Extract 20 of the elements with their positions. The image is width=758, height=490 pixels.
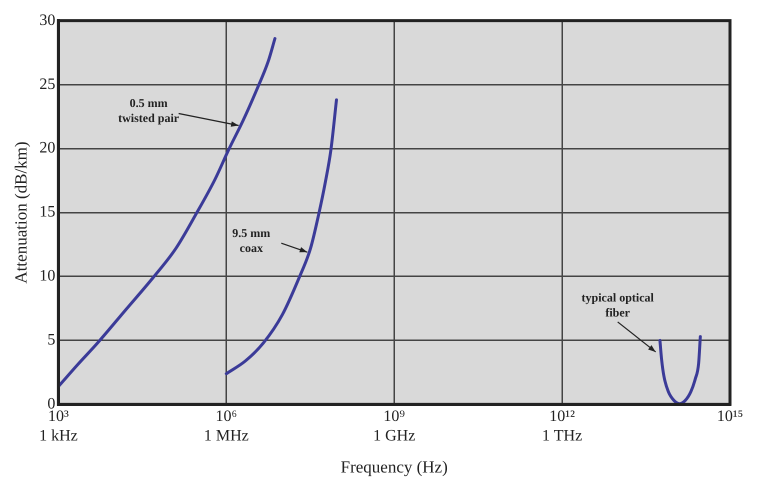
x-axis-title: Frequency (Hz) <box>340 457 448 476</box>
y-tick-label: 20 <box>39 140 56 157</box>
y-tick-label: 10 <box>39 268 56 285</box>
y-tick-label: 15 <box>39 204 56 221</box>
annotation: 0.5 mm twisted pair <box>118 96 180 126</box>
x-tick-label: 10⁹ <box>383 408 406 426</box>
y-tick-label: 30 <box>39 12 56 29</box>
text: 1 kHz <box>39 428 78 445</box>
x-tick-label: 10¹⁵ <box>716 408 744 426</box>
text: 1 THz <box>542 428 582 445</box>
y-tick-label: 25 <box>39 76 56 93</box>
y-axis-title: Attenuation (dB/km) <box>12 141 31 284</box>
annotation: 9.5 mm coax <box>232 226 270 255</box>
y-tick-label: 5 <box>47 332 56 349</box>
text: 1 MHz <box>204 428 249 445</box>
x-tick-label: 10⁶ <box>216 408 238 426</box>
text: 1 GHz <box>373 428 416 445</box>
x-tick-label: 10¹² <box>549 408 576 426</box>
x-tick-label: 10³ <box>48 408 69 426</box>
annotation: typical optical fiber <box>582 290 655 320</box>
